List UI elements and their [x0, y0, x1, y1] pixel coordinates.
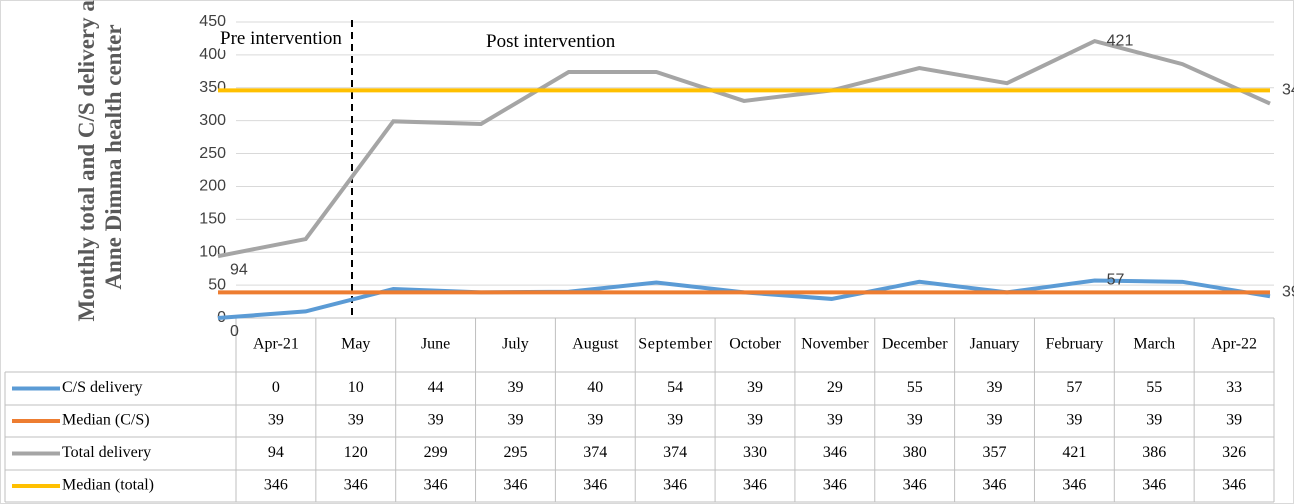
- table-cell: 57: [1066, 379, 1082, 396]
- table-cell: 380: [903, 444, 927, 461]
- x-tick-label: Apr-21: [253, 336, 299, 353]
- x-tick-label: October: [729, 336, 781, 353]
- x-tick-label: December: [882, 336, 948, 353]
- table-cell: 346: [823, 444, 847, 461]
- x-tick-label: January: [970, 336, 1020, 353]
- y-tick-label: 150: [199, 211, 226, 228]
- table-cell: 39: [987, 379, 1003, 396]
- table-cell: 295: [503, 444, 527, 461]
- x-tick-label: November: [801, 336, 869, 353]
- legend-label: C/S delivery: [62, 379, 142, 396]
- y-tick-label: 200: [199, 178, 226, 195]
- data-label: 346: [1282, 82, 1294, 99]
- table-cell: 374: [663, 444, 687, 461]
- x-tick-label: May: [341, 336, 370, 353]
- data-label: 94: [230, 261, 248, 278]
- legend-label: Median (total): [62, 477, 154, 494]
- y-tick-label: 300: [199, 112, 226, 129]
- data-label: 57: [1107, 272, 1125, 289]
- x-tick-label: February: [1046, 336, 1104, 353]
- data-label: 421: [1107, 32, 1134, 49]
- table-cell: 39: [348, 412, 364, 429]
- table-cell: 346: [663, 477, 687, 494]
- table-cell: 386: [1142, 444, 1166, 461]
- table-cell: 421: [1062, 444, 1086, 461]
- table-cell: 346: [743, 477, 767, 494]
- table-cell: 346: [424, 477, 448, 494]
- x-tick-label: June: [421, 336, 450, 353]
- legend-label: Total delivery: [62, 444, 151, 461]
- table-cell: 39: [747, 379, 763, 396]
- table-cell: 39: [1146, 412, 1162, 429]
- y-tick-label: 50: [208, 276, 226, 293]
- table-cell: 40: [587, 379, 603, 396]
- series-line: [217, 38, 1271, 259]
- x-tick-label: Apr-22: [1211, 336, 1257, 353]
- table-cell: 0: [272, 379, 280, 396]
- table-cell: 357: [983, 444, 1007, 461]
- x-tick-label: July: [502, 336, 529, 353]
- table-cell: 39: [507, 412, 523, 429]
- legend-label: Median (C/S): [62, 412, 150, 429]
- table-cell: 39: [987, 412, 1003, 429]
- table-cell: 39: [268, 412, 284, 429]
- table-cell: 94: [268, 444, 284, 461]
- table-cell: 346: [344, 477, 368, 494]
- table-cell: 326: [1222, 444, 1246, 461]
- table-cell: 346: [1062, 477, 1086, 494]
- y-tick-label: 100: [199, 243, 226, 260]
- table-cell: 346: [1142, 477, 1166, 494]
- table-cell: 10: [348, 379, 364, 396]
- table-cell: 33: [1226, 379, 1242, 396]
- table-cell: 346: [1222, 477, 1246, 494]
- y-tick-label: 400: [199, 46, 226, 63]
- table-cell: 39: [507, 379, 523, 396]
- data-label: 0: [230, 323, 239, 340]
- data-label: 39: [1282, 284, 1294, 301]
- table-cell: 39: [907, 412, 923, 429]
- table-cell: 120: [344, 444, 368, 461]
- y-tick-label: 350: [199, 79, 226, 96]
- y-axis-label: Monthly total and C/S delivery at Anne D…: [74, 0, 126, 322]
- table-cell: 39: [827, 412, 843, 429]
- table-cell: 55: [907, 379, 923, 396]
- table-cell: 346: [264, 477, 288, 494]
- table-cell: 374: [583, 444, 607, 461]
- x-tick-label: March: [1133, 336, 1175, 353]
- x-tick-label: August: [572, 336, 619, 353]
- table-cell: 346: [583, 477, 607, 494]
- table-cell: 29: [827, 379, 843, 396]
- table-cell: 346: [903, 477, 927, 494]
- table-cell: 44: [428, 379, 444, 396]
- table-cell: 55: [1146, 379, 1162, 396]
- table-cell: 39: [747, 412, 763, 429]
- table-cell: 39: [1066, 412, 1082, 429]
- table-cell: 39: [1226, 412, 1242, 429]
- annotation: Post intervention: [486, 31, 700, 53]
- x-tick-label: September: [638, 336, 713, 353]
- y-tick-label: 250: [199, 145, 226, 162]
- table-cell: 346: [823, 477, 847, 494]
- table-cell: 39: [428, 412, 444, 429]
- table-cell: 39: [667, 412, 683, 429]
- y-tick-label: 450: [199, 13, 226, 30]
- table-cell: 330: [743, 444, 767, 461]
- table-cell: 39: [587, 412, 603, 429]
- table-cell: 54: [667, 379, 683, 396]
- table-cell: 299: [424, 444, 448, 461]
- table-cell: 346: [503, 477, 527, 494]
- annotation: Pre intervention: [220, 28, 348, 50]
- table-cell: 346: [983, 477, 1007, 494]
